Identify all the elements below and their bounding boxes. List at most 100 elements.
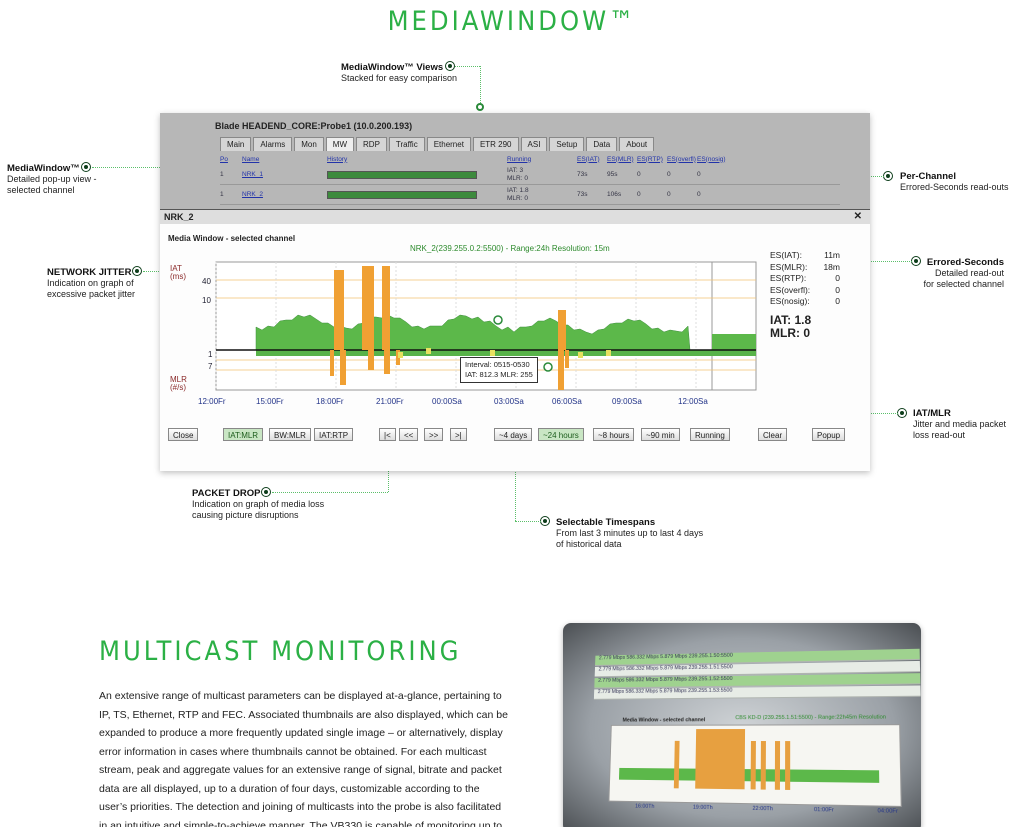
tab-mon[interactable]: Mon (294, 137, 324, 151)
cell-history (327, 191, 507, 199)
x-tick-label: 06:00Sa (552, 397, 582, 406)
callout-title: NETWORK JITTER (47, 267, 135, 278)
iat-rtp-button[interactable]: IAT:RTP (314, 428, 353, 441)
packet-loss-bar (558, 350, 564, 390)
callout-title: PACKET DROP (192, 488, 324, 499)
callout-connector (272, 492, 388, 493)
callout-title: MediaWindow™ Views (341, 62, 457, 73)
tab-mw[interactable]: MW (326, 137, 354, 151)
callout-text: From last 3 minutes up to last 4 days (556, 528, 703, 539)
photo-loss-block (695, 729, 745, 789)
x-tick-label: 18:00Fr (316, 397, 344, 406)
timespan-24hours-button[interactable]: ~24 hours (538, 428, 584, 441)
close-button[interactable]: Close (168, 428, 198, 441)
clear-button[interactable]: Clear (758, 428, 787, 441)
callout-jitter: NETWORK JITTER Indication on graph of ex… (47, 267, 135, 300)
running-button[interactable]: Running (690, 428, 730, 441)
callout-text: Detailed read-out (900, 268, 1004, 279)
timespan-8hours-button[interactable]: ~8 hours (593, 428, 634, 441)
packet-loss-bar (340, 350, 346, 385)
es-readout: ES(MLR): 18m (770, 262, 860, 274)
x-tick-label: 00:00Sa (432, 397, 462, 406)
cell-history (327, 171, 507, 179)
column-header[interactable]: History (327, 156, 507, 163)
photo-spike (785, 741, 790, 790)
tab-data[interactable]: Data (586, 137, 617, 151)
packet-loss-bar (368, 350, 374, 370)
callout-dot (133, 267, 141, 275)
history-bar (327, 171, 477, 179)
cell-running: IAT: 3 MLR: 0 (507, 167, 577, 183)
photo-x-tick: 01:00Fr (814, 807, 834, 814)
x-tick-label: 15:00Fr (256, 397, 284, 406)
prev-button[interactable]: << (399, 428, 418, 441)
callout-text: for selected channel (900, 279, 1004, 290)
callout-connector (455, 66, 480, 67)
callout-text: loss read-out (913, 430, 1006, 441)
column-header[interactable]: ES(IAT) (577, 156, 607, 163)
column-header[interactable]: ES(nosig) (697, 156, 727, 163)
x-tick-label: 03:00Sa (494, 397, 524, 406)
es-readout: ES(RTP): 0 (770, 273, 860, 285)
callout-text: Errored-Seconds read-outs (900, 182, 1009, 192)
callout-dot (898, 409, 906, 417)
column-header[interactable]: ES(MLR) (607, 156, 637, 163)
minor-event-marker (490, 350, 495, 356)
cell-es-rtp: 0 (637, 171, 667, 178)
table-header: Po Name History Running ES(IAT) ES(MLR) ES(RTP… (220, 153, 840, 165)
last-button[interactable]: >| (450, 428, 467, 441)
callout-dot (884, 172, 892, 180)
bw-mlr-button[interactable]: BW:MLR (269, 428, 311, 441)
photo-x-tick: 16:00Th (635, 804, 654, 810)
column-header[interactable]: ES(RTP) (637, 156, 667, 163)
mlr-readout: MLR: 0 (770, 327, 860, 340)
photo-x-tick: 22:00Th (752, 806, 773, 813)
timespan-4days-button[interactable]: ~4 days (494, 428, 532, 441)
callout-anchor (476, 103, 484, 111)
tab-ethernet[interactable]: Ethernet (427, 137, 471, 151)
packet-loss-bar (384, 350, 390, 374)
cell-es-mlr: 106s (607, 191, 637, 198)
tab-alarms[interactable]: Alarms (253, 137, 292, 151)
callout-connector (480, 66, 481, 103)
page-title: MEDIAWINDOW™ (0, 6, 1024, 37)
cell-name[interactable]: NRK_2 (242, 191, 327, 198)
cell-name[interactable]: NRK_1 (242, 171, 327, 178)
next-button[interactable]: >> (424, 428, 443, 441)
timespan-90min-button[interactable]: ~90 min (641, 428, 680, 441)
iat-readout: IAT: 1.8 (770, 314, 860, 327)
popup-button[interactable]: Popup (812, 428, 845, 441)
photo-chart (580, 626, 921, 827)
callout-text: Jitter and media packet (913, 419, 1006, 430)
tooltip-line: Interval: 0515-0530 (465, 360, 533, 370)
iat-mlr-button[interactable]: IAT:MLR (223, 428, 263, 441)
column-header[interactable]: Po (220, 156, 242, 163)
column-header[interactable]: Running (507, 156, 577, 163)
cell-es-rtp: 0 (637, 191, 667, 198)
table-row[interactable]: 1 NRK_2 IAT: 1.8 MLR: 0 73s 106s 0 0 0 (220, 185, 840, 205)
tab-about[interactable]: About (619, 137, 654, 151)
callout-connector (515, 521, 541, 522)
tab-setup[interactable]: Setup (549, 137, 584, 151)
tab-rdp[interactable]: RDP (356, 137, 387, 151)
section-paragraph: An extensive range of multicast paramete… (99, 687, 509, 827)
callout-text: Indication on graph of media loss (192, 499, 324, 510)
table-row[interactable]: 1 NRK_1 IAT: 3 MLR: 0 73s 95s 0 0 0 (220, 165, 840, 185)
minor-event-marker (426, 348, 431, 354)
column-header[interactable]: ES(overfl) (667, 156, 697, 163)
photo-spike (761, 741, 766, 790)
jitter-spike (382, 266, 390, 350)
tab-asi[interactable]: ASI (521, 137, 548, 151)
tab-etr-290[interactable]: ETR 290 (473, 137, 519, 151)
mediawindow-screenshot: Blade HEADEND_CORE:Probe1 (10.0.200.193)… (160, 113, 870, 471)
minor-event-marker (606, 350, 611, 356)
es-readout: ES(nosig): 0 (770, 296, 860, 308)
callout-text: excessive packet jitter (47, 289, 135, 300)
column-header[interactable]: Name (242, 156, 327, 163)
section-title: MULTICAST MONITORING (99, 636, 461, 667)
tab-traffic[interactable]: Traffic (389, 137, 425, 151)
tab-main[interactable]: Main (220, 137, 251, 151)
packet-loss-bar (565, 350, 569, 368)
iat-series-area-right (712, 334, 756, 350)
first-button[interactable]: |< (379, 428, 396, 441)
